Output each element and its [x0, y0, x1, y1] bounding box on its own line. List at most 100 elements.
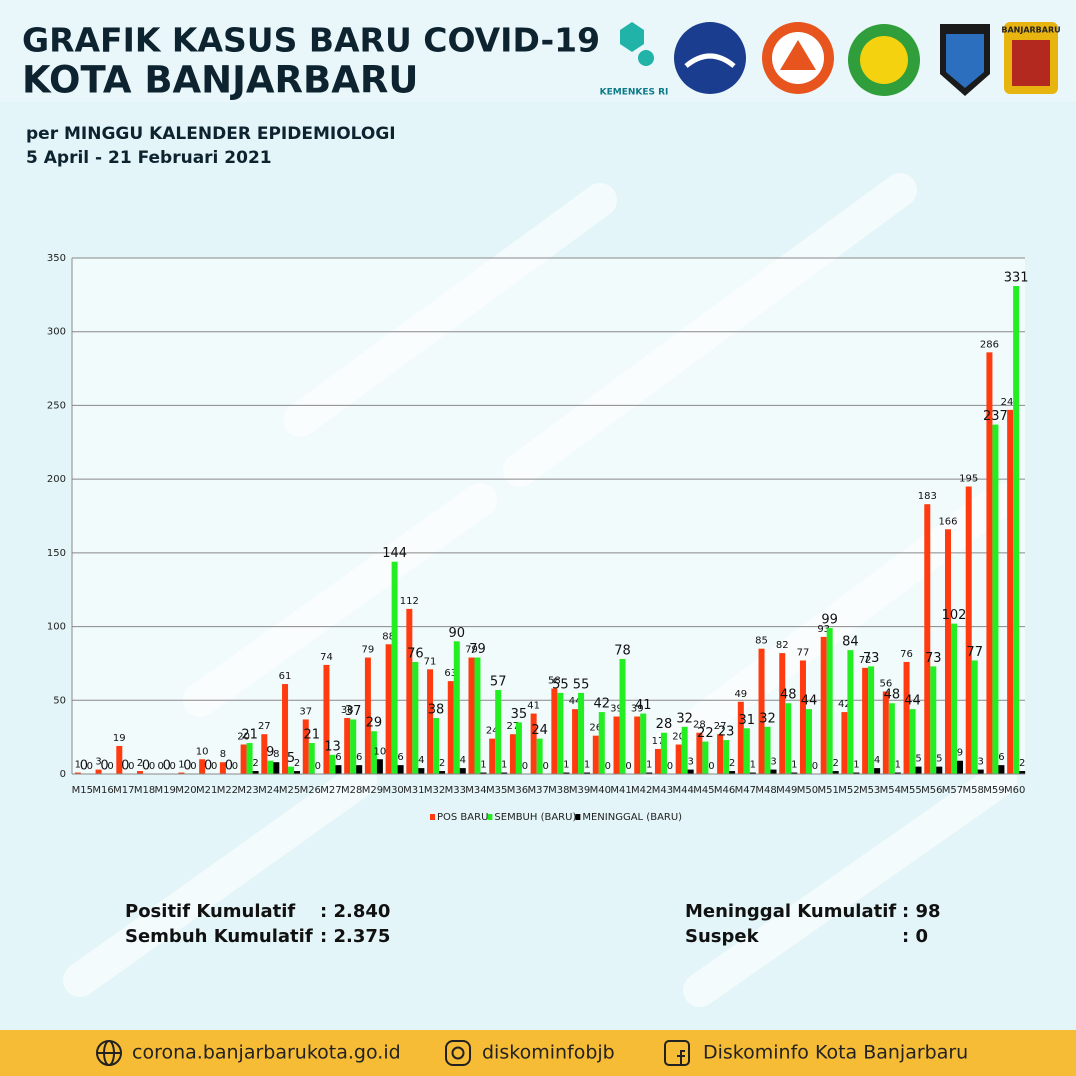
data-label: 20 [237, 732, 250, 743]
data-label: 5 [287, 751, 295, 766]
bar [495, 689, 502, 774]
bar [634, 716, 641, 774]
bar [785, 703, 792, 774]
data-label: 331 [1004, 271, 1029, 286]
data-label: 20 [672, 732, 685, 743]
data-label: 0 [107, 761, 113, 772]
data-label: 144 [382, 546, 407, 561]
bar [998, 765, 1005, 774]
bar [1007, 409, 1014, 774]
bar [302, 719, 309, 774]
bar [986, 352, 993, 774]
bar [924, 504, 931, 774]
data-label: 39 [610, 704, 623, 715]
data-label: 1 [480, 760, 486, 771]
data-label: 166 [938, 516, 957, 527]
x-tick-label: M60 [1004, 785, 1025, 796]
data-label: 2 [1019, 758, 1025, 769]
x-tick-label: M49 [776, 785, 797, 796]
x-tick-label: M58 [963, 785, 984, 796]
bar [841, 712, 848, 774]
bar [598, 712, 605, 774]
footer-link: Diskominfo Kota Banjarbaru [703, 1042, 968, 1064]
data-label: 79 [465, 645, 478, 656]
bar [447, 681, 454, 774]
data-label: 0 [128, 761, 134, 772]
bar [74, 772, 81, 774]
bar [944, 529, 951, 774]
data-label: 42 [838, 699, 851, 710]
data-label: 21 [303, 728, 320, 743]
bar [646, 772, 653, 774]
data-label: 22 [697, 726, 714, 741]
x-tick-label: M44 [672, 785, 693, 796]
footer-icons [96, 1040, 690, 1066]
bar [702, 741, 709, 774]
bar [578, 692, 585, 774]
bar [344, 717, 351, 774]
data-label: 6 [998, 752, 1004, 763]
bar [468, 657, 475, 774]
y-tick-label: 100 [47, 622, 66, 633]
data-label: 78 [614, 644, 631, 659]
data-label: 0 [708, 761, 714, 772]
data-label: 73 [925, 651, 942, 666]
logos: KEMENKES RI BANJARBARU [600, 22, 1061, 98]
bar [418, 768, 425, 774]
bar [584, 772, 591, 774]
bar [329, 754, 336, 774]
bar [261, 734, 268, 774]
data-label: 0 [163, 759, 171, 774]
bar [758, 648, 765, 774]
data-label: 1 [501, 760, 507, 771]
bar [613, 716, 620, 774]
y-tick-label: 250 [47, 400, 66, 411]
bar [433, 717, 440, 774]
data-label: 0 [605, 761, 611, 772]
stat-value: : 98 [902, 901, 941, 922]
data-label: 41 [635, 698, 652, 713]
data-label: 0 [149, 761, 155, 772]
data-label: 72 [859, 655, 872, 666]
legend-swatch [487, 814, 493, 820]
bar [696, 732, 703, 774]
bar [903, 661, 910, 774]
x-tick-label: M15 [72, 785, 93, 796]
x-tick-label: M30 [382, 785, 403, 796]
data-label: 1 [178, 760, 184, 771]
x-tick-label: M54 [880, 785, 901, 796]
x-tick-label: M45 [693, 785, 714, 796]
bar [826, 628, 833, 774]
bar [551, 688, 558, 774]
data-label: 77 [966, 645, 983, 660]
data-label: 2 [832, 758, 838, 769]
data-label: 71 [424, 656, 437, 667]
bar [862, 667, 869, 774]
bar [116, 745, 123, 774]
bar [350, 719, 357, 774]
data-label: 48 [884, 688, 901, 703]
data-label: 1 [791, 760, 797, 771]
data-label: 76 [407, 646, 424, 661]
bar [770, 769, 777, 774]
bar [847, 650, 854, 774]
data-label: 2 [294, 758, 300, 769]
data-label: 3 [978, 757, 984, 768]
bar [439, 771, 446, 774]
data-label: 23 [718, 725, 735, 740]
bar [406, 608, 413, 774]
bar [737, 701, 744, 774]
data-label: 77 [797, 647, 810, 658]
x-tick-label: M28 [341, 785, 362, 796]
stat-label: Meninggal Kumulatif [685, 901, 896, 922]
x-tick-label: M52 [838, 785, 859, 796]
bar [391, 561, 398, 774]
x-tick-label: M50 [797, 785, 818, 796]
bar [480, 772, 487, 774]
bar [723, 740, 730, 774]
bar [936, 766, 943, 774]
data-label: 195 [959, 474, 978, 485]
data-label: 0 [225, 759, 233, 774]
x-tick-label: M39 [569, 785, 590, 796]
bar [950, 623, 957, 774]
